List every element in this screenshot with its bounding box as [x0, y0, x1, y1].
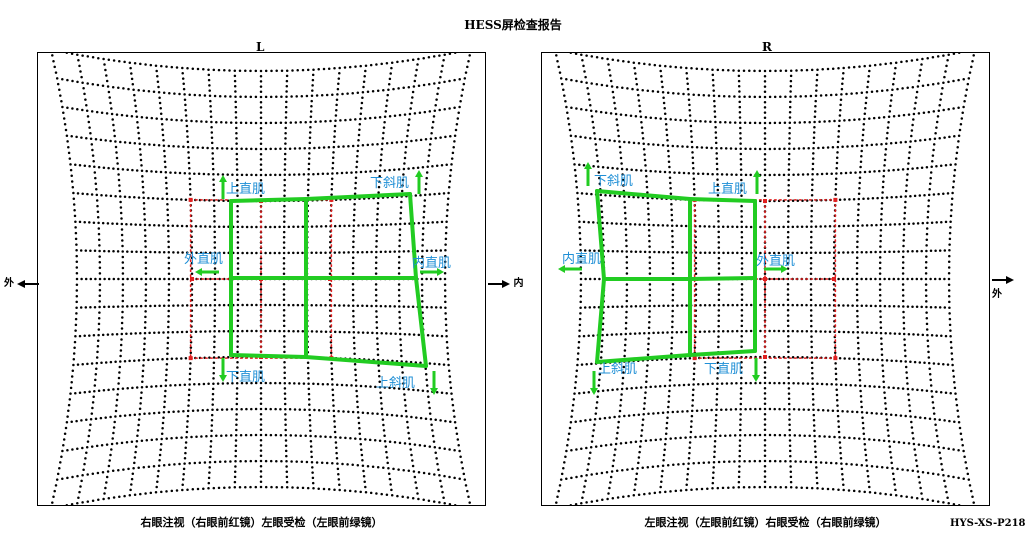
right-arrow-icon — [992, 275, 1014, 284]
normal-field-node — [763, 199, 767, 203]
muscle-label: 下直肌 — [226, 370, 265, 385]
left-eye-label: L — [256, 40, 265, 54]
report-title: HESS屏检查报告 — [464, 18, 562, 32]
normal-field-node — [833, 356, 838, 361]
measured-field-line — [229, 353, 308, 359]
muscle-label: 内直肌 — [562, 251, 601, 267]
arrow-head-icon — [590, 388, 598, 395]
measured-field-line — [304, 192, 412, 201]
normal-field-node — [329, 197, 334, 202]
right-arrow-icon — [488, 279, 510, 288]
normal-field-node — [190, 277, 194, 281]
normal-field-node — [692, 356, 697, 361]
left-caption: 右眼注视（右眼前红镜）左眼受检（左眼前绿镜） — [140, 516, 383, 529]
right-eye-label: R — [762, 40, 772, 54]
measured-field-line — [595, 189, 692, 201]
arrow-head-icon — [753, 170, 761, 177]
normal-field — [692, 197, 838, 361]
measured-field-line — [688, 349, 757, 357]
dotted-grid — [555, 53, 975, 505]
measured-field — [195, 170, 444, 395]
muscle-label: 下直肌 — [704, 362, 743, 377]
arrow-head-icon — [219, 175, 227, 182]
muscle-label: 下斜肌 — [370, 176, 409, 191]
arrow-head-icon — [558, 265, 565, 273]
measured-field-line — [229, 197, 308, 203]
inward-indicator: 内 — [488, 274, 523, 289]
measured-field-line — [688, 197, 757, 203]
measured-field-line — [595, 189, 606, 281]
measured-field-line — [688, 276, 757, 281]
inward-label: 内 — [513, 278, 524, 289]
arrow-head-icon — [415, 170, 423, 177]
measured-field-line — [304, 355, 428, 368]
right-caption: 左眼注视（左眼前红镜）右眼受检（右眼前绿镜） — [644, 516, 887, 529]
arrow-head-icon — [219, 375, 227, 382]
outward-label-right: 外 — [992, 289, 1002, 300]
measured-field-line — [414, 276, 428, 368]
measured-field-line — [408, 192, 418, 280]
arrow-head-icon — [437, 268, 444, 276]
measured-field-line — [595, 277, 606, 364]
normal-field-node — [763, 277, 767, 281]
left-hess-chart: 上直肌 下斜肌外直肌 内直肌下直肌 上斜肌 — [37, 52, 486, 506]
measured-field — [558, 162, 788, 395]
muscle-label: 外直肌 — [184, 252, 223, 267]
muscle-label: 内直肌 — [412, 255, 451, 271]
right-hess-chart: 下斜肌上直肌内直肌 外直肌上斜肌 下直肌 — [541, 52, 990, 506]
muscle-label: 下斜肌 — [594, 174, 633, 189]
device-code: HYS-XS-P218 — [950, 518, 1026, 529]
outward-indicator: 外 — [4, 274, 40, 289]
arrow-head-icon — [430, 388, 438, 395]
normal-field-node — [833, 197, 838, 202]
left-arrow-icon — [17, 279, 40, 288]
normal-field-node — [832, 277, 836, 281]
arrow-head-icon — [752, 375, 760, 382]
muscle-label: 上直肌 — [708, 182, 747, 197]
normal-field-node — [188, 356, 193, 361]
arrow-head-icon — [584, 162, 592, 169]
normal-field-node — [763, 355, 767, 359]
muscle-label: 外直肌 — [756, 254, 795, 269]
muscle-label: 上斜肌 — [598, 362, 637, 377]
muscle-label: 上斜肌 — [376, 376, 415, 391]
arrow-head-icon — [781, 265, 788, 273]
outward-indicator-right: 外 — [992, 274, 1026, 300]
outward-label: 外 — [4, 278, 14, 289]
normal-field-node — [188, 197, 193, 202]
arrow-head-icon — [195, 268, 202, 276]
measured-field-line — [595, 353, 692, 364]
muscle-label: 上直肌 — [226, 182, 265, 197]
